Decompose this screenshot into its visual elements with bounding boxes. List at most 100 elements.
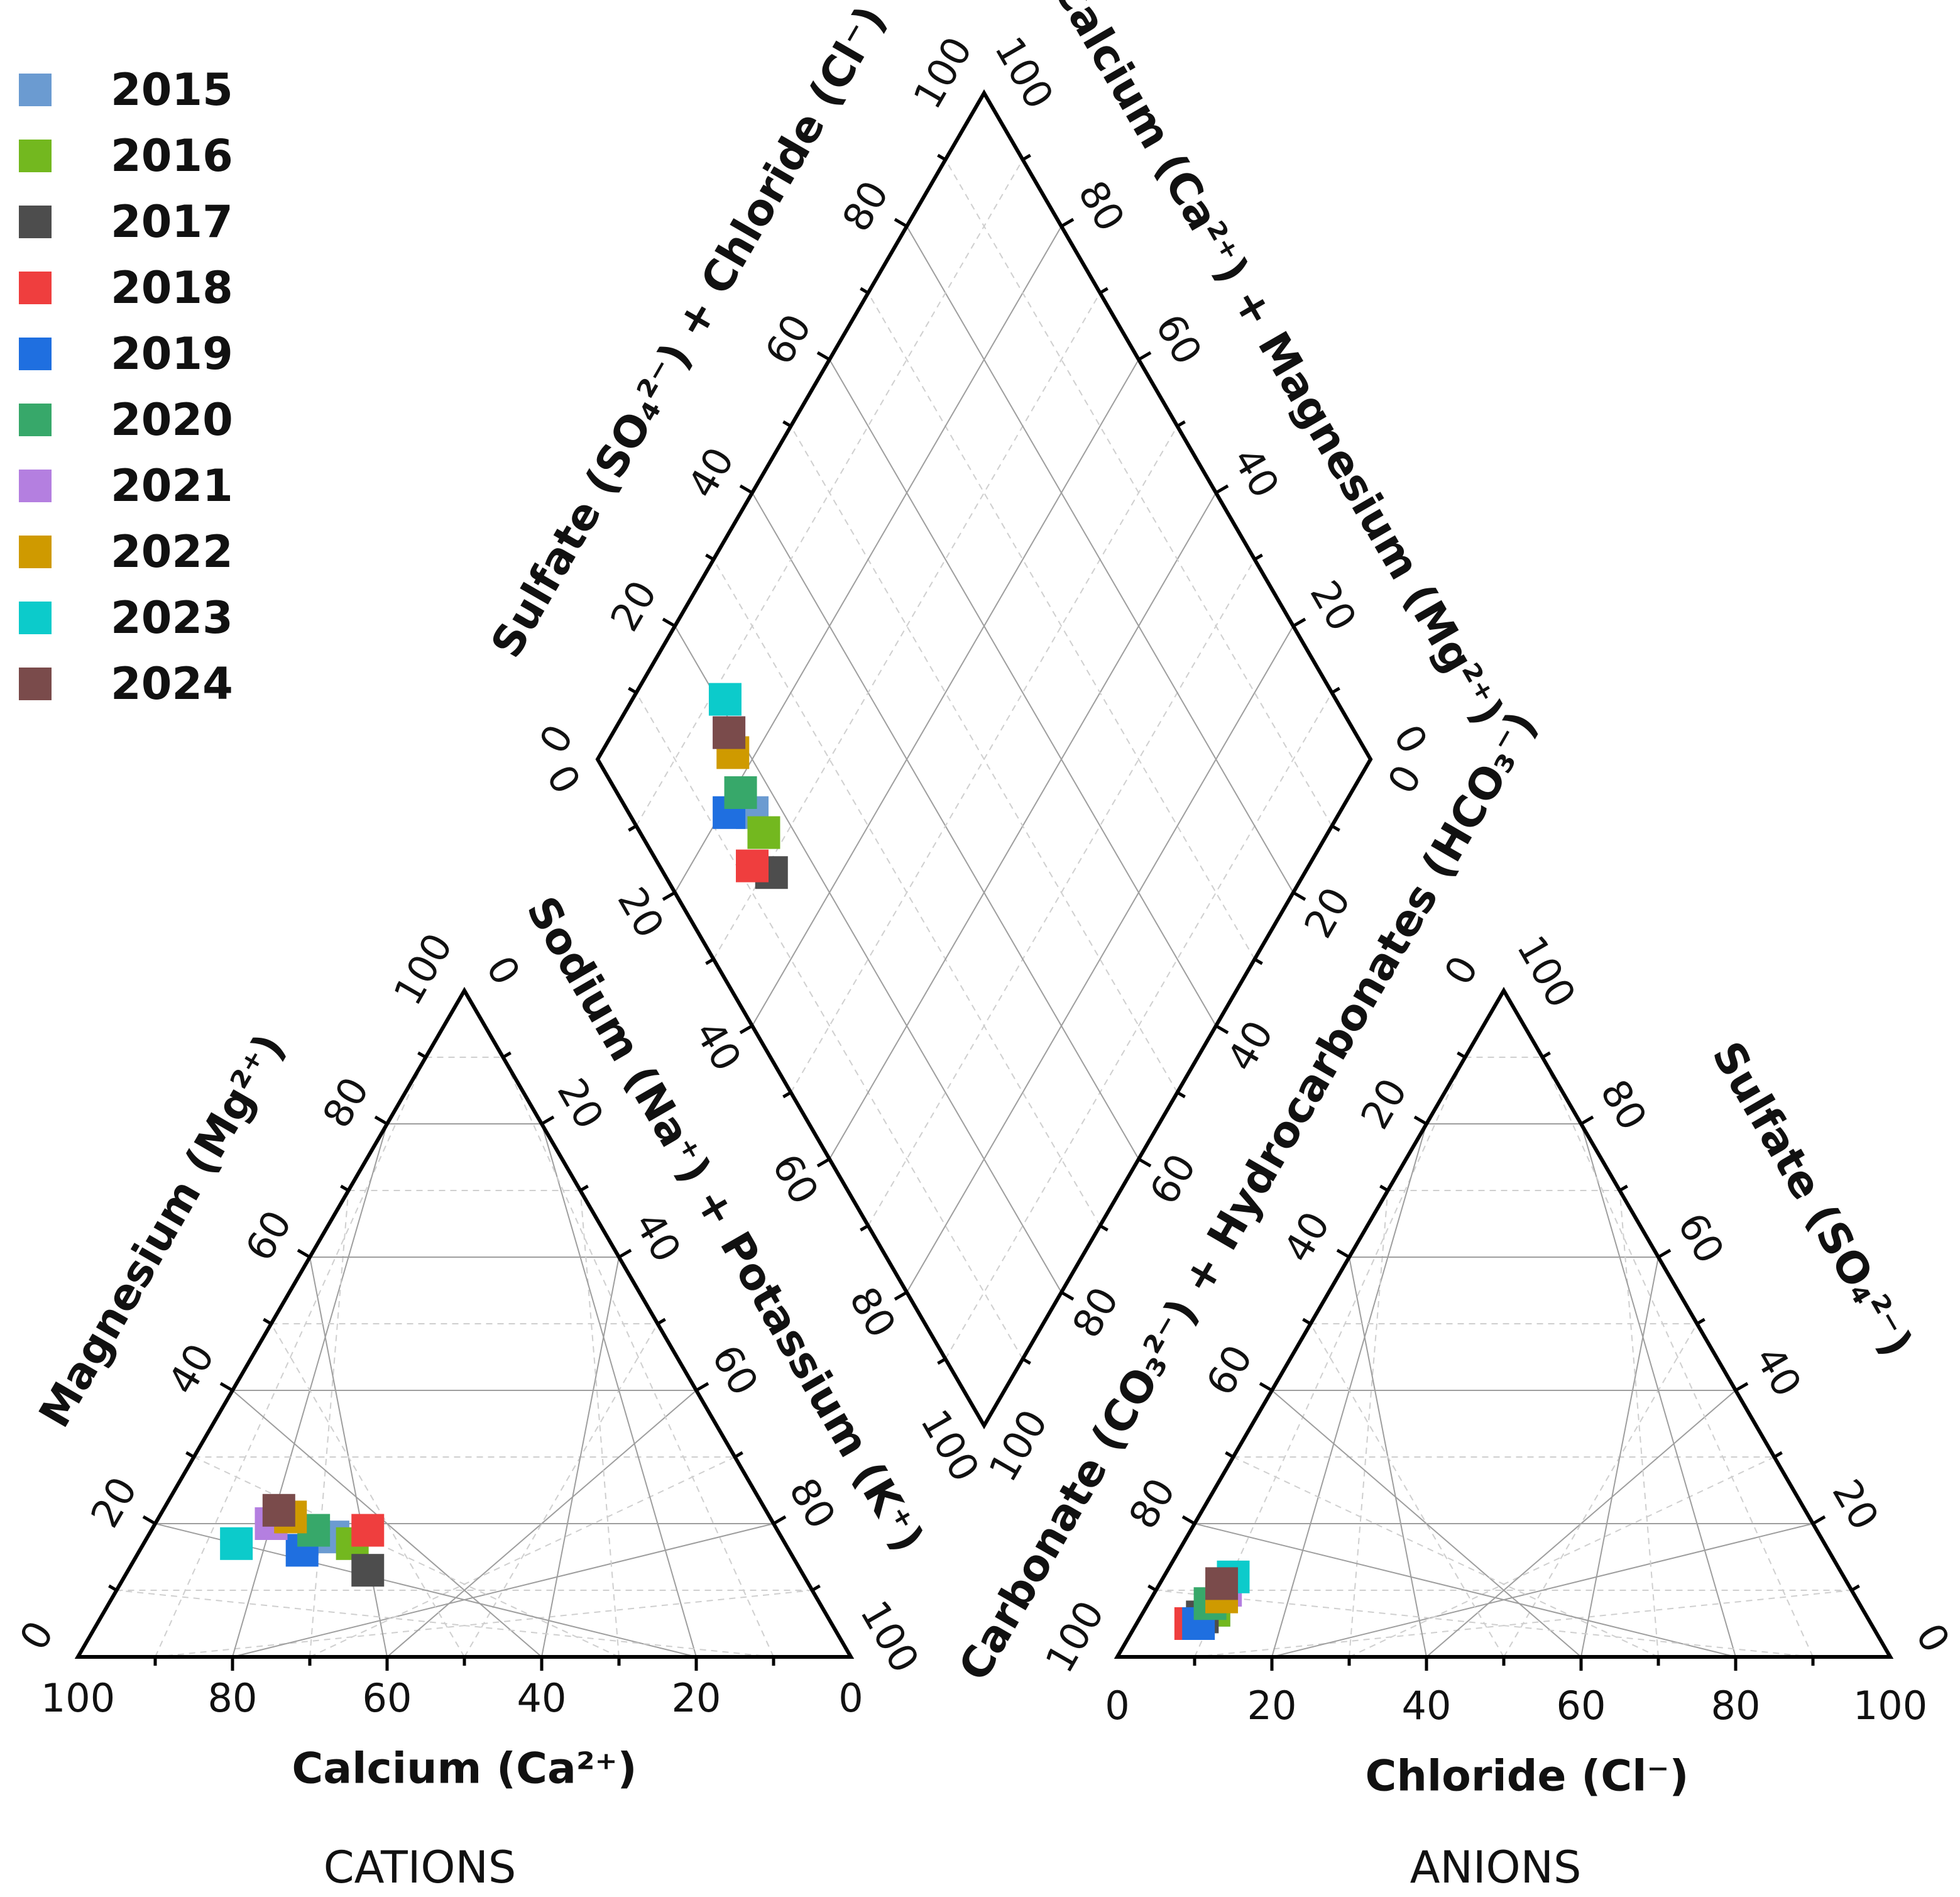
tick-mark [1302, 1317, 1311, 1326]
legend-item-2020: 2020 [19, 387, 233, 453]
tick-mark [1851, 1584, 1860, 1592]
cation-calcium-tick: 60 [363, 1675, 412, 1721]
tick-mark [1137, 351, 1152, 361]
diamond-lower-left-tick: 60 [763, 1146, 828, 1212]
legend-label: 2020 [111, 393, 233, 446]
cation-point-2023 [220, 1527, 253, 1560]
anion-carbonate-tick: 40 [1274, 1204, 1339, 1270]
legend-item-2021: 2021 [19, 453, 233, 519]
gridline [867, 292, 1256, 960]
tick-mark [739, 1024, 753, 1035]
gridline [944, 159, 1333, 827]
legend-swatch [19, 139, 52, 172]
cation-calcium-tick: 100 [41, 1675, 115, 1721]
legend-label: 2016 [111, 129, 233, 182]
anion-chloride-tick: 40 [1402, 1683, 1452, 1729]
tick-mark [1022, 1357, 1031, 1365]
legend-label: 2019 [111, 327, 233, 380]
tick-mark [1336, 1248, 1350, 1259]
tick-mark [1215, 484, 1229, 495]
diamond-frame [595, 89, 1373, 1429]
cation-magnesium-tick: 80 [314, 1069, 378, 1135]
tick-mark [894, 217, 908, 228]
tick-mark [860, 1224, 869, 1232]
tick-mark [1099, 1224, 1109, 1232]
diamond-calcium-magnesium-title: Calcium (Ca²⁺) + Magnesium (Mg²⁺) [1043, 0, 1513, 734]
cation-triangle [74, 987, 855, 1671]
legend-item-2022: 2022 [19, 519, 233, 585]
gridline [541, 1123, 697, 1658]
tick-mark [1060, 217, 1075, 228]
cation-magnesium-tick: 40 [159, 1336, 224, 1402]
tick-mark [657, 1317, 666, 1326]
diamond-sulfate-chloride-tick: 40 [679, 439, 743, 505]
tick-mark [1812, 1515, 1826, 1526]
cation-sodium-tick: 40 [625, 1204, 690, 1270]
tick-mark [1696, 1317, 1705, 1326]
diamond-lower-left-tick: 40 [686, 1013, 750, 1079]
diamond-calcium-magnesium-tick: 60 [1146, 306, 1211, 372]
anion-sulfate-tick: 60 [1668, 1205, 1733, 1271]
tick-mark [1215, 1024, 1229, 1035]
cation-magnesium-tick: 0 [11, 1613, 63, 1658]
gridline [1619, 1190, 1659, 1658]
tick-mark [1176, 1091, 1186, 1099]
diamond-lower-left-tick: 0 [537, 757, 589, 801]
gridline [155, 1057, 427, 1658]
legend-swatch [19, 469, 52, 502]
diamond-point-2018 [736, 849, 769, 883]
anion-chloride-tick: 80 [1711, 1683, 1761, 1729]
legend-swatch [19, 73, 52, 106]
tick-mark [502, 1051, 512, 1059]
tick-mark [1734, 1382, 1749, 1392]
tick-mark [1137, 1157, 1152, 1168]
gridline [232, 1523, 774, 1658]
tick-mark [1580, 1115, 1594, 1126]
gridline [116, 1590, 774, 1658]
legend-item-2023: 2023 [19, 585, 233, 651]
anion-carbonate-tick: 60 [1197, 1337, 1262, 1403]
cation-point-2017 [351, 1554, 385, 1587]
gridline [541, 1256, 620, 1658]
cation-point-2024 [262, 1493, 295, 1527]
gridline [579, 1190, 620, 1658]
gridline [232, 1390, 542, 1658]
gridline [944, 692, 1333, 1360]
gridline [1541, 1057, 1814, 1658]
tick-mark [340, 1184, 349, 1192]
tick-mark [1176, 420, 1186, 428]
anion-chloride-title: Chloride (Cl⁻) [1366, 1752, 1689, 1801]
diamond-calcium-magnesium-tick: 40 [1224, 439, 1288, 505]
tick-mark [894, 1290, 908, 1301]
cation-calcium-tick: 80 [208, 1675, 258, 1721]
cation-sodium-tick: 60 [703, 1337, 767, 1403]
cation-magnesium-tick: 20 [82, 1469, 146, 1535]
tick-mark [734, 1451, 743, 1459]
cation-point-2018 [351, 1514, 385, 1547]
gridline [1271, 1523, 1814, 1658]
tick-mark [1225, 1451, 1234, 1459]
anion-point-2024 [1205, 1567, 1239, 1600]
diamond-lower-left-tick: 20 [608, 879, 673, 945]
diamond-lower-right-tick: 0 [1379, 757, 1431, 801]
tick-mark [782, 420, 792, 428]
tick-mark [1773, 1451, 1783, 1459]
gridline [464, 1323, 659, 1658]
tick-mark [739, 484, 753, 495]
diamond-sulfate-chloride-tick: 60 [756, 306, 821, 372]
diamond-lower-right-tick: 60 [1141, 1146, 1205, 1212]
gridline [1194, 1057, 1466, 1658]
tick-mark [705, 553, 714, 561]
tick-mark [1259, 1382, 1273, 1392]
tick-mark [705, 957, 714, 965]
gridline [635, 159, 1024, 827]
tick-mark [1099, 287, 1109, 295]
diamond-lower-right-tick: 20 [1295, 879, 1360, 945]
cation-calcium-title: Calcium (Ca²⁺) [292, 1744, 637, 1794]
tick-mark [1292, 617, 1306, 628]
diamond-sulfate-chloride-tick: 100 [904, 29, 981, 116]
gridline [502, 1057, 774, 1658]
legend-item-2018: 2018 [19, 255, 233, 321]
diamond-sulfate-chloride-tick: 0 [530, 717, 583, 761]
